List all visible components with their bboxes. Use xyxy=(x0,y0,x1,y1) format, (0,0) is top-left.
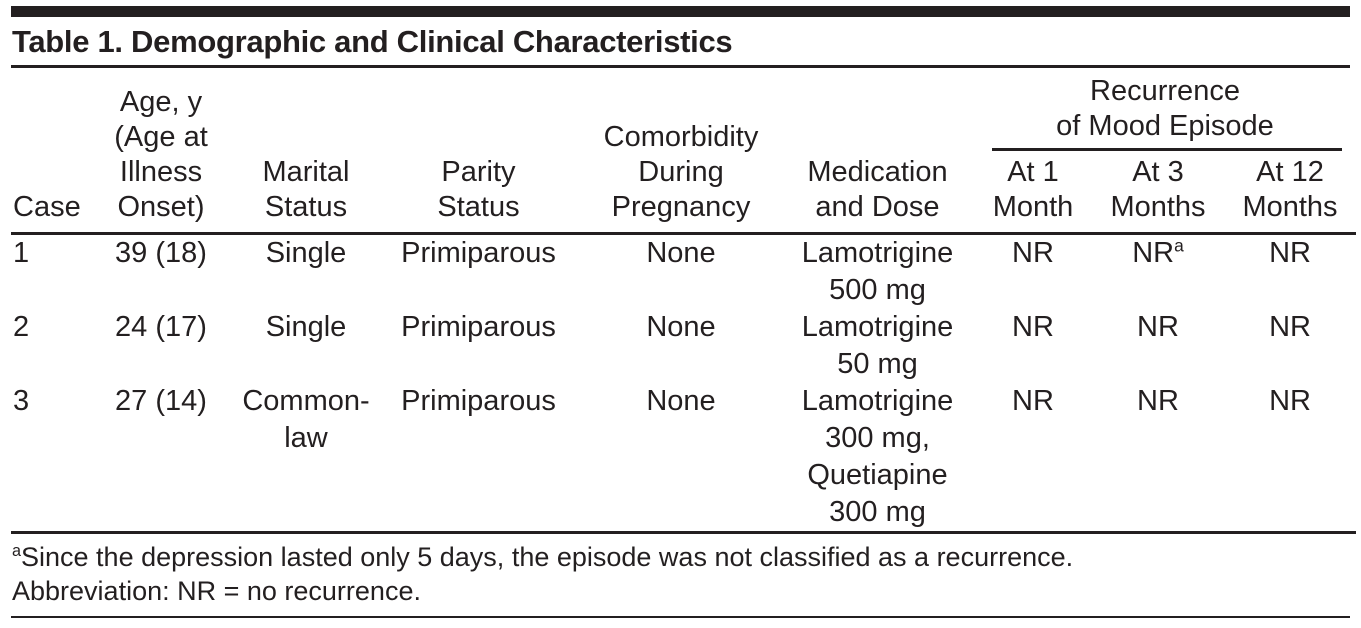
cell-parity: Primiparous xyxy=(401,311,556,343)
cell-recurrence-3-months: NR xyxy=(1092,383,1224,534)
cell-comorbidity: None xyxy=(646,237,716,269)
cell-parity: Primiparous xyxy=(376,383,581,534)
header-parity-status: Parity Status xyxy=(376,68,581,235)
header-comorbidity: Comorbidity During Pregnancy xyxy=(581,68,781,235)
cell-comorbidity: None xyxy=(646,311,716,343)
cell-age: 24 (17) xyxy=(115,311,207,343)
cell-recurrence-3-months: NR xyxy=(1137,311,1179,343)
table-header: Case Age, y (Age at Illness Onset) Marit… xyxy=(11,68,1357,235)
header-age: Age, y (Age at Illness Onset) xyxy=(86,68,236,235)
cell-age: 27 (14) xyxy=(86,383,236,534)
header-row-months: At 1 Month At 3 Months At 12 Months xyxy=(11,151,1357,235)
table-footnotes: aSince the depression lasted only 5 days… xyxy=(11,534,1350,618)
cell-recurrence-12-months: NR xyxy=(1269,311,1311,343)
footnote-a-superscript: a xyxy=(12,542,22,560)
cell-recurrence-1-month: NR xyxy=(974,383,1092,534)
table-body: 1 39 (18) Single Primiparous None Lamotr… xyxy=(11,234,1357,534)
footnote-a-text: Since the depression lasted only 5 days,… xyxy=(21,542,1074,572)
demographics-table: Case Age, y (Age at Illness Onset) Marit… xyxy=(11,68,1357,534)
footnote-a-marker: a xyxy=(1174,235,1184,256)
recurrence-group-rule xyxy=(992,148,1343,151)
cell-medication: Lamotrigine 300 mg, Quetiapine 300 mg xyxy=(781,383,974,534)
cell-parity: Primiparous xyxy=(401,237,556,269)
cell-medication: Lamotrigine 500 mg xyxy=(801,237,954,306)
cell-case: 1 xyxy=(13,237,30,269)
cell-recurrence-12-months: NR xyxy=(1224,383,1357,534)
cell-recurrence-1-month: NR xyxy=(1012,311,1054,343)
cell-marital: Common- law xyxy=(236,383,376,534)
table-row-case-2: 2 24 (17) Single Primiparous None Lamotr… xyxy=(11,309,1356,383)
table-row-case-3: 3 27 (14) Common- law Primiparous None L… xyxy=(11,383,1357,534)
cell-marital: Single xyxy=(265,311,347,343)
cell-recurrence-12-months: NR xyxy=(1269,237,1311,269)
cell-case: 2 xyxy=(13,311,30,343)
table-title: Table 1. Demographic and Clinical Charac… xyxy=(11,17,1350,68)
cell-marital: Single xyxy=(265,237,347,269)
cell-case: 3 xyxy=(11,383,86,534)
cell-comorbidity: None xyxy=(581,383,781,534)
header-recurrence-group: Recurrence of Mood Episode xyxy=(974,68,1356,151)
header-at-12-months: At 12 Months xyxy=(1224,151,1357,235)
footnote-abbreviation: Abbreviation: NR = no recurrence. xyxy=(12,576,421,606)
header-medication: Medication and Dose xyxy=(781,68,974,235)
footnote-a: aSince the depression lasted only 5 days… xyxy=(12,540,1350,574)
header-marital-status: Marital Status xyxy=(236,68,376,235)
cell-recurrence-3-months: NRa xyxy=(1132,235,1184,269)
header-case: Case xyxy=(11,68,86,235)
cell-recurrence-1-month: NR xyxy=(1012,237,1054,269)
header-at-3-months: At 3 Months xyxy=(1092,151,1224,235)
cell-age: 39 (18) xyxy=(115,237,207,269)
table-row-case-1: 1 39 (18) Single Primiparous None Lamotr… xyxy=(11,234,1356,310)
header-row-group: Case Age, y (Age at Illness Onset) Marit… xyxy=(11,68,1356,235)
cell-medication: Lamotrigine 50 mg xyxy=(801,311,954,380)
header-at-1-month: At 1 Month xyxy=(974,151,1092,235)
table-top-bar xyxy=(11,6,1350,17)
